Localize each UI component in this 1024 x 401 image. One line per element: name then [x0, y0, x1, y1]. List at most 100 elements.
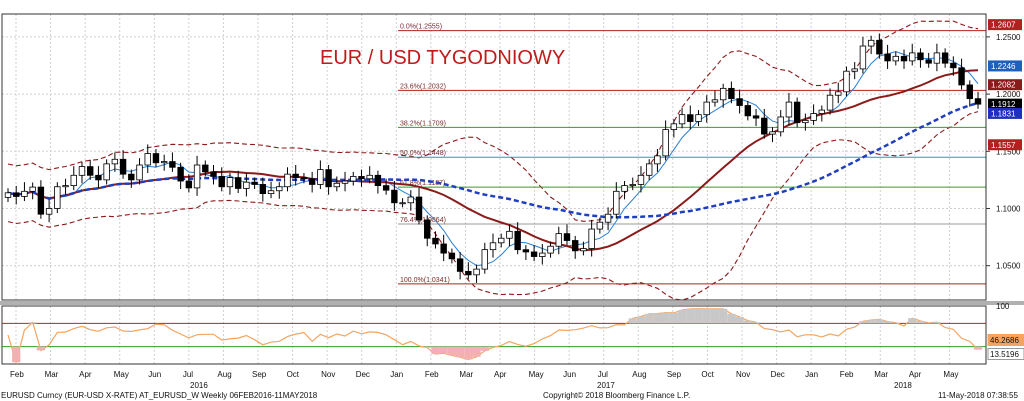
rsi-overbought-fill: [661, 312, 670, 324]
bollinger-lower: [7, 111, 979, 301]
rsi-line: [7, 308, 979, 365]
rsi-overbought-fill: [743, 320, 752, 324]
candle-body: [333, 182, 341, 188]
candle-body: [341, 180, 349, 184]
candle-body: [103, 163, 110, 181]
candle-body: [596, 221, 604, 230]
candle-body: [210, 171, 217, 177]
rsi-overbought-fill: [875, 319, 884, 324]
candle-body: [366, 174, 373, 180]
x-tick-label: Apr: [909, 370, 922, 379]
candlesticks: [4, 33, 982, 283]
candle-body: [637, 174, 645, 185]
candle-body: [95, 174, 102, 181]
rsi-oversold-fill: [439, 346, 448, 354]
x-tick-label: Sep: [667, 370, 682, 379]
rsi-oversold-fill: [464, 346, 473, 360]
candle-body: [514, 230, 521, 251]
y-tick-label: 1.1500: [996, 147, 1021, 156]
y-tick-label: 1.1000: [996, 204, 1021, 213]
candle-body: [966, 84, 973, 100]
candle-body: [415, 196, 423, 221]
x-tick-label: May: [943, 370, 958, 379]
price-tag-label: 1.1912: [991, 100, 1016, 109]
x-year-label: 2018: [894, 381, 912, 390]
candle-body: [292, 173, 299, 178]
x-tick-label: May: [114, 370, 129, 379]
candle-body: [193, 164, 201, 189]
candle-body: [4, 192, 12, 198]
rsi-overbought-fill: [710, 308, 720, 324]
candle-body: [867, 39, 875, 47]
candle-body: [448, 252, 456, 260]
candle-body: [391, 189, 398, 204]
candle-body: [358, 176, 365, 180]
candle-body: [810, 113, 817, 121]
fib-label: 100.0%(1.0341): [400, 277, 450, 284]
x-tick-label: Mar: [459, 370, 473, 379]
rsi-value-tag: [987, 334, 1024, 346]
rsi-overbought-fill: [916, 320, 925, 324]
candle-body: [826, 94, 834, 111]
price-tag: [988, 139, 1022, 151]
x-tick-label: Oct: [701, 370, 714, 379]
candle-body: [465, 270, 472, 276]
candle-body: [350, 176, 357, 182]
rsi-oversold-fill: [431, 346, 440, 355]
candle-body: [736, 98, 743, 106]
rsi-oversold-fill: [12, 346, 21, 363]
rsi-oversold-fill: [456, 346, 465, 358]
price-tag: [988, 107, 1022, 119]
x-tick-label: Apr: [494, 370, 507, 379]
candle-body: [941, 52, 949, 64]
axes: Feb Mar Apr May Jun Jul Aug Sep Oct Nov Dec Jan Feb M…: [0, 13, 1024, 390]
x-tick-label: Dec: [771, 370, 785, 379]
x-tick-label: Nov: [736, 370, 750, 379]
candle-body: [522, 249, 530, 253]
candle-body: [769, 131, 776, 135]
candle-body: [185, 180, 193, 189]
fib-label: 61.8%(1.1187): [400, 180, 445, 187]
candle-body: [818, 109, 826, 114]
candle-body: [555, 233, 562, 247]
candle-body: [572, 240, 579, 252]
rsi-value-label: 46.2686: [990, 336, 1019, 345]
candle-body: [407, 196, 414, 204]
rsi-value-label: 13.5196: [990, 350, 1019, 359]
candle-body: [662, 129, 669, 157]
candle-body: [909, 52, 916, 62]
rsi-overbought-fill: [645, 313, 654, 324]
candle-body: [243, 181, 250, 189]
candle-body: [374, 174, 382, 187]
y-tick-label: 1.2000: [996, 90, 1021, 99]
candle-body: [54, 186, 61, 209]
candle-body: [37, 186, 45, 215]
candle-body: [950, 62, 957, 69]
x-tick-label: Jun: [563, 370, 576, 379]
candle-body: [917, 52, 924, 61]
price-panel-frame: [1, 13, 987, 301]
candle-body: [45, 208, 53, 215]
candle-body: [78, 166, 86, 176]
price-tag: [988, 98, 1022, 110]
candle-body: [974, 98, 982, 105]
candle-body: [621, 185, 628, 192]
candle-body: [703, 101, 710, 116]
rsi-panel: 100 46.2686 13.5196: [2, 302, 1024, 365]
rsi-tick-label: 100: [996, 302, 1010, 311]
rsi-overbought-fill: [908, 318, 917, 324]
ma-slow: [7, 101, 979, 219]
candle-body: [489, 242, 497, 251]
price-tag-label: 1.1831: [991, 109, 1016, 118]
x-tick-label: Jan: [805, 370, 818, 379]
x-tick-label: Aug: [217, 370, 231, 379]
fib-label: 0.0%(1.2555): [400, 24, 442, 31]
footer-left: EURUSD Curncy (EUR-USD X-RATE) AT_EURUSD…: [1, 391, 318, 400]
x-tick-label: Dec: [356, 370, 370, 379]
x-tick-label: Sep: [252, 370, 267, 379]
x-tick-label: Mar: [874, 370, 888, 379]
candle-body: [793, 101, 801, 124]
candle-body: [144, 153, 151, 166]
rsi-overbought-fill: [628, 318, 637, 324]
